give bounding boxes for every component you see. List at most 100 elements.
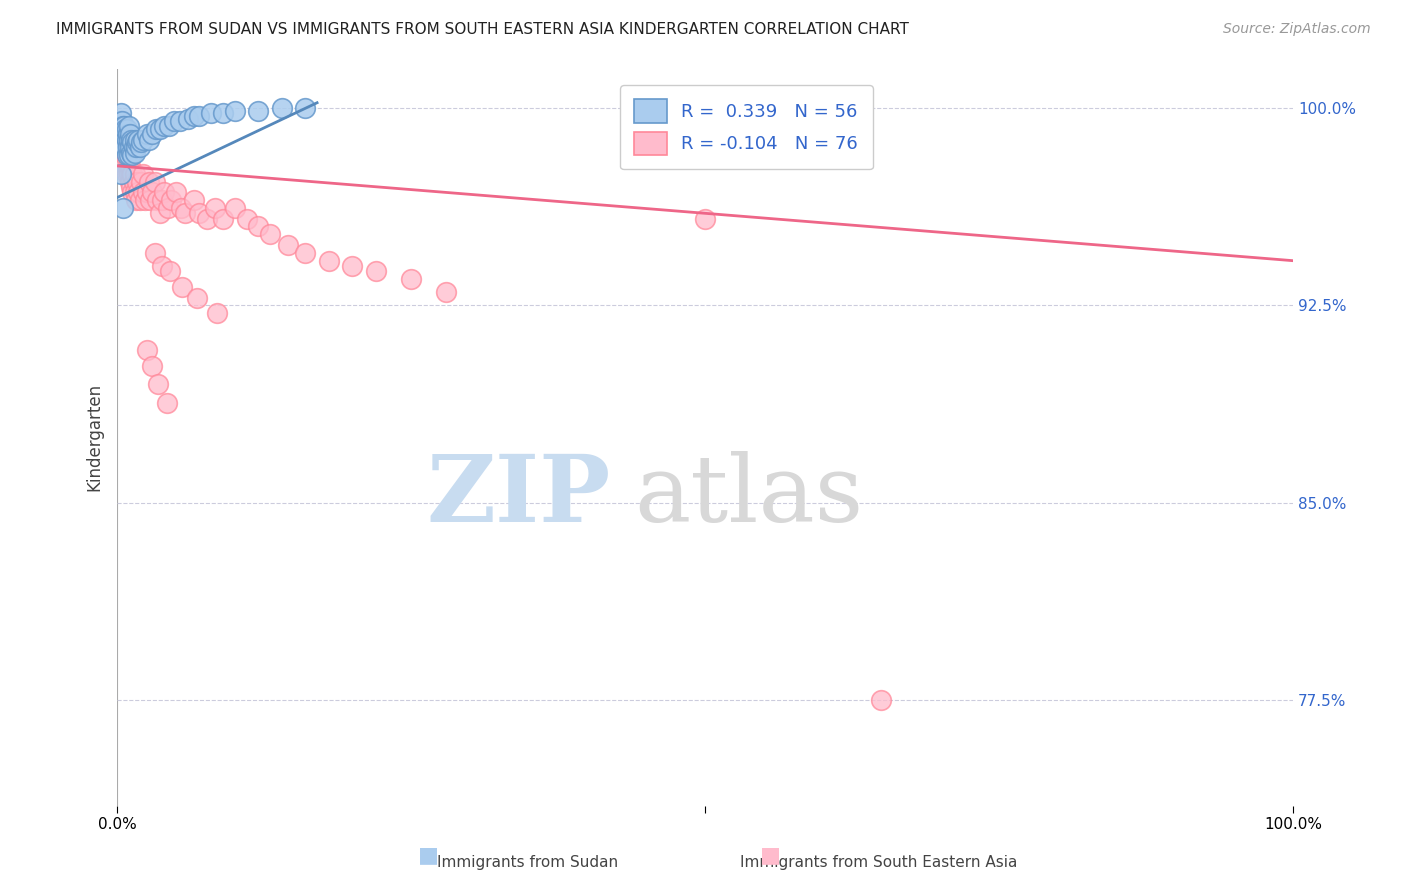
Point <box>146 193 169 207</box>
Point <box>112 140 135 154</box>
Point <box>124 186 146 200</box>
Point <box>138 175 160 189</box>
Point <box>135 128 157 142</box>
Point <box>183 193 205 207</box>
Point <box>141 186 163 200</box>
Point <box>135 343 157 358</box>
Point <box>117 140 139 154</box>
Point <box>277 238 299 252</box>
Point <box>177 112 200 126</box>
Point <box>170 280 193 294</box>
Point <box>195 211 218 226</box>
Point <box>110 120 132 134</box>
Point <box>127 186 149 200</box>
Point <box>129 175 152 189</box>
Text: atlas: atlas <box>634 451 863 541</box>
Point <box>132 186 155 200</box>
Point <box>170 201 193 215</box>
Point <box>110 106 132 120</box>
Point <box>112 201 135 215</box>
Point <box>115 132 138 146</box>
Point <box>364 264 387 278</box>
Point <box>247 103 270 118</box>
Point <box>117 128 139 142</box>
Point <box>143 245 166 260</box>
Point <box>114 148 136 162</box>
Point <box>111 128 134 142</box>
Point <box>122 140 145 154</box>
Text: IMMIGRANTS FROM SUDAN VS IMMIGRANTS FROM SOUTH EASTERN ASIA KINDERGARTEN CORRELA: IMMIGRANTS FROM SUDAN VS IMMIGRANTS FROM… <box>56 22 910 37</box>
Point <box>183 109 205 123</box>
Point <box>111 114 134 128</box>
Point <box>318 253 340 268</box>
Point <box>127 135 149 149</box>
Point <box>120 140 142 154</box>
Point <box>121 135 143 149</box>
Point <box>108 114 131 128</box>
Point <box>174 206 197 220</box>
Point <box>120 175 142 189</box>
Point <box>148 206 170 220</box>
Point <box>114 132 136 146</box>
Point <box>125 193 148 207</box>
Text: Immigrants from South Eastern Asia: Immigrants from South Eastern Asia <box>740 855 1018 870</box>
Point <box>115 167 138 181</box>
Point <box>124 145 146 160</box>
Point <box>112 120 135 134</box>
Point <box>224 103 246 118</box>
Point <box>118 167 141 181</box>
Point <box>112 140 135 154</box>
Point <box>120 145 142 160</box>
Point <box>122 175 145 189</box>
Point <box>127 132 149 146</box>
Point <box>150 259 173 273</box>
Point <box>148 377 170 392</box>
Point <box>436 285 458 300</box>
Text: Source: ZipAtlas.com: Source: ZipAtlas.com <box>1223 22 1371 37</box>
Point <box>112 128 135 142</box>
Point <box>235 211 257 226</box>
Point <box>120 180 142 194</box>
Point <box>120 159 142 173</box>
Point <box>294 245 316 260</box>
Point <box>114 140 136 154</box>
Point <box>121 148 143 162</box>
Point <box>111 120 134 134</box>
Point <box>128 140 150 154</box>
Point <box>205 306 228 320</box>
Y-axis label: Kindergarten: Kindergarten <box>86 383 103 491</box>
Point <box>165 186 187 200</box>
Point <box>132 132 155 146</box>
Point <box>120 132 142 146</box>
Point <box>120 128 142 142</box>
Point <box>115 122 138 136</box>
Point <box>212 211 235 226</box>
Point <box>129 135 152 149</box>
Point <box>148 122 170 136</box>
Point <box>186 291 208 305</box>
Point <box>114 132 136 146</box>
Point <box>259 227 281 242</box>
Point <box>159 264 181 278</box>
Point <box>294 101 316 115</box>
Point <box>188 109 211 123</box>
Point <box>115 148 138 162</box>
Point <box>160 193 183 207</box>
Point <box>110 167 132 181</box>
Point <box>693 211 716 226</box>
Point <box>135 186 157 200</box>
Point <box>399 272 422 286</box>
Point <box>110 128 132 142</box>
Point <box>145 122 167 136</box>
Legend: R =  0.339   N = 56, R = -0.104   N = 76: R = 0.339 N = 56, R = -0.104 N = 76 <box>620 85 873 169</box>
Point <box>153 186 176 200</box>
Text: Immigrants from Sudan: Immigrants from Sudan <box>437 855 617 870</box>
Point <box>118 132 141 146</box>
Point <box>870 693 893 707</box>
Point <box>224 201 246 215</box>
Point <box>125 140 148 154</box>
Point <box>169 114 191 128</box>
Point <box>134 193 156 207</box>
Point <box>156 201 179 215</box>
Text: ZIP: ZIP <box>427 451 612 541</box>
